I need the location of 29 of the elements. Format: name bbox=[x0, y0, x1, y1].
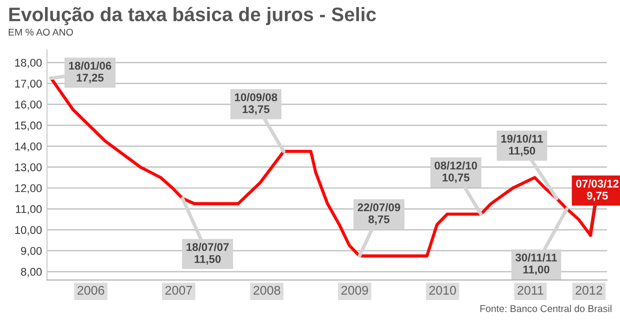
y-tick-label: 9,00 bbox=[21, 246, 42, 256]
annotation: 18/01/06 17,25 bbox=[69, 62, 112, 84]
y-tick-label: 18,00 bbox=[15, 58, 42, 68]
x-tick-label: 2008 bbox=[254, 286, 280, 295]
x-tick-label: 2012 bbox=[576, 286, 602, 295]
x-tick-label: 2006 bbox=[78, 286, 104, 295]
annotation: 22/07/09 8,75 bbox=[358, 203, 400, 225]
annotation: 18/07/07 11,50 bbox=[186, 242, 229, 265]
y-tick-label: 10,00 bbox=[15, 226, 42, 236]
annotation: 30/11/11 11,00 bbox=[515, 253, 557, 276]
y-tick-label: 14,00 bbox=[15, 142, 42, 152]
chart-title: Evolução da taxa básica de juros - Selic bbox=[9, 6, 376, 26]
x-tick-label: 2010 bbox=[429, 286, 456, 295]
annotation: 19/10/11 11,50 bbox=[501, 134, 543, 156]
y-tick-label: 12,00 bbox=[15, 184, 42, 194]
x-tick-label: 2007 bbox=[165, 286, 192, 295]
x-tick-label: 2011 bbox=[518, 286, 544, 295]
y-tick-label: 8,00 bbox=[21, 268, 42, 278]
chart-subtitle: EM % AO ANO bbox=[8, 28, 73, 36]
source-note: Fonte: Banco Central do Brasil bbox=[480, 304, 612, 312]
annotation: 07/03/12 9,75 bbox=[576, 179, 619, 202]
y-tick-label: 13,00 bbox=[15, 163, 42, 173]
y-tick-label: 17,00 bbox=[15, 80, 42, 89]
x-tick-label: 2009 bbox=[341, 286, 368, 295]
y-tick-label: 11,00 bbox=[16, 205, 42, 214]
y-tick-label: 16,00 bbox=[15, 100, 42, 110]
y-tick-label: 15,00 bbox=[15, 122, 42, 131]
annotation: 08/12/10 10,75 bbox=[434, 161, 478, 184]
annotation: 10/09/08 13,75 bbox=[234, 93, 278, 115]
